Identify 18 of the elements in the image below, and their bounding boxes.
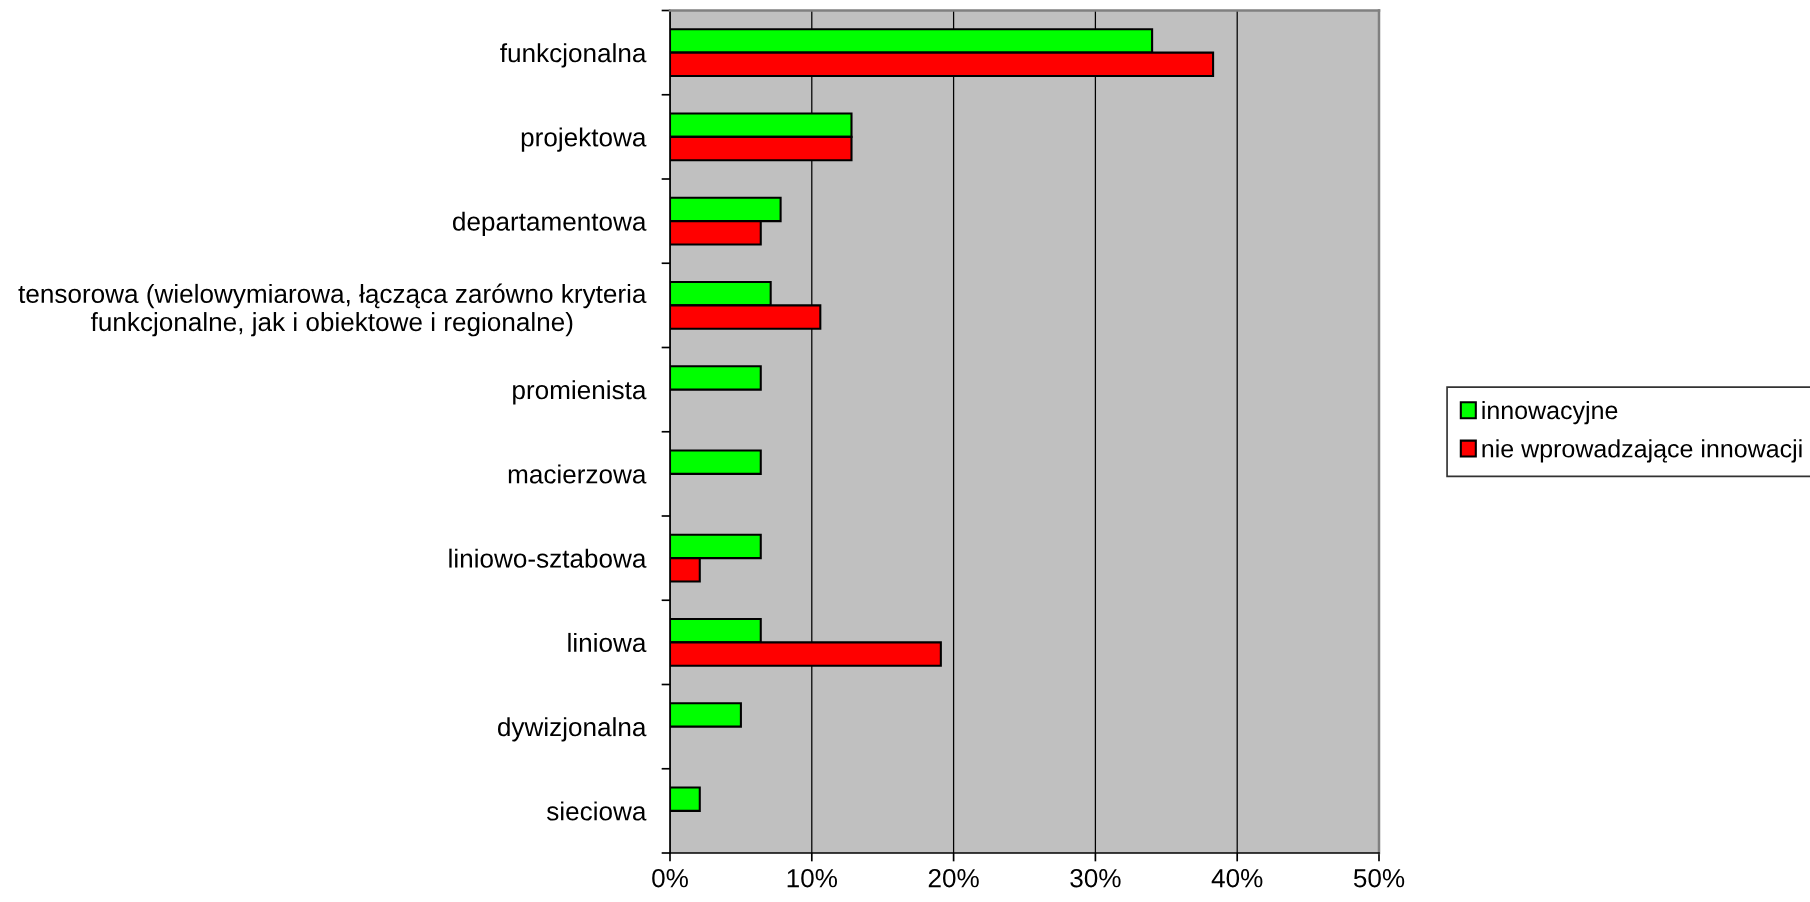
x-tick-label: 40% [1211, 868, 1263, 888]
x-tick-label: 50% [1353, 868, 1405, 888]
y-tick-label: macierzowa [508, 464, 647, 484]
y-tick-label: liniowa [568, 632, 647, 653]
x-tick-label: 0% [652, 868, 688, 888]
legend-label: nie wprowadzające innowacji [1482, 439, 1802, 463]
x-tick-label: 10% [787, 868, 837, 888]
legend-label: innowacyjne [1482, 400, 1618, 425]
x-tick-label: 20% [928, 868, 979, 888]
y-tick-label: departamentowa [453, 211, 647, 236]
x-tick-label: 30% [1070, 868, 1121, 888]
y-tick-label: promienista [513, 380, 647, 405]
y-tick-label: liniowo-sztabowa [449, 548, 647, 568]
y-tick-label: tensorowa (wielowymiarowa, łącząca zarówno kryteria funkcjonalne, jak i obiektowe i regionalne) [18, 283, 647, 337]
y-tick-label: dywizjonalna [497, 717, 647, 742]
y-tick-label: funkcjonalna [500, 43, 647, 68]
y-tick-label: sieciowa [546, 801, 647, 821]
y-tick-label: projektowa [521, 127, 647, 152]
